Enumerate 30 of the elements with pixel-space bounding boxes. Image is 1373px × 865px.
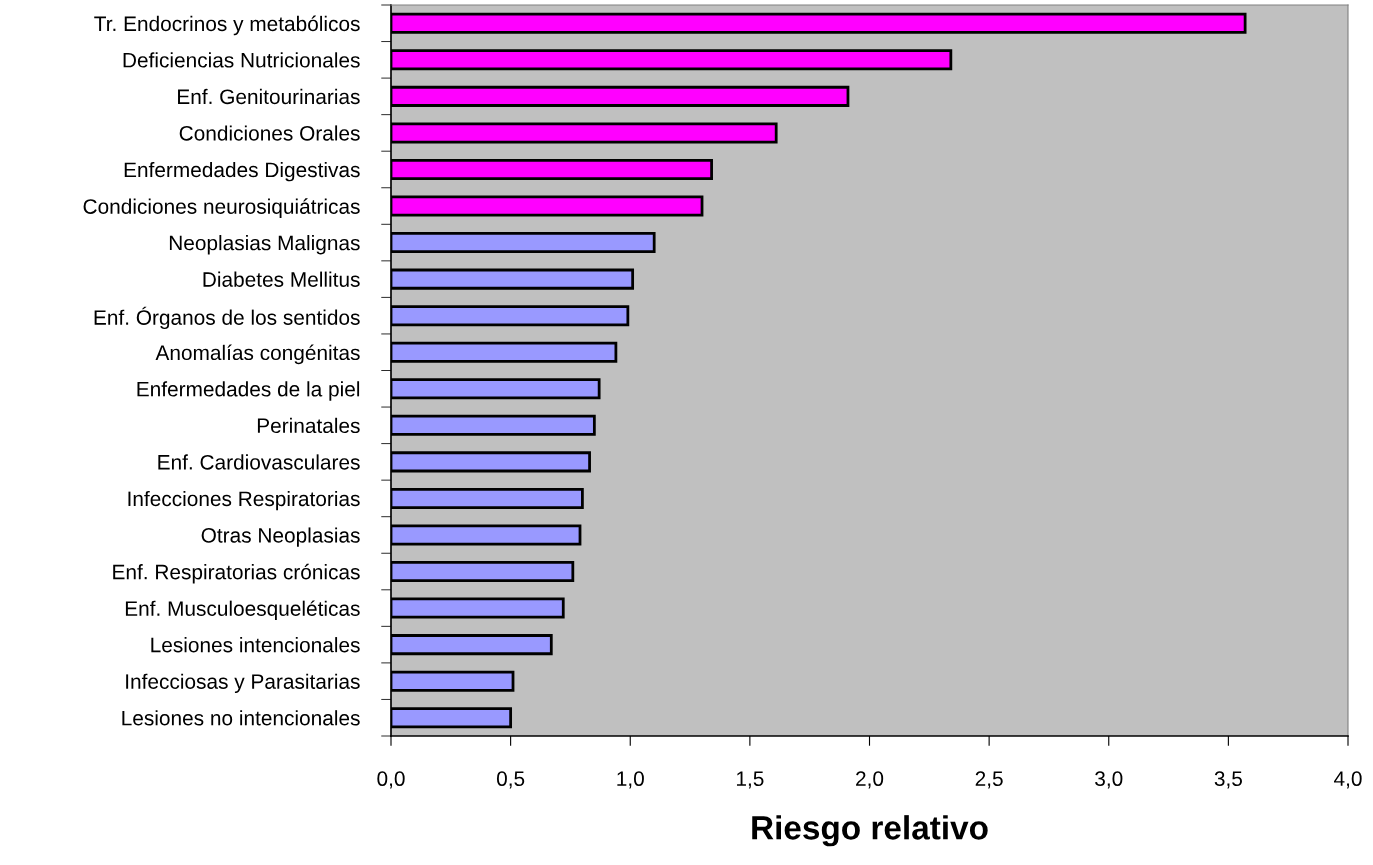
- y-tick-label: Enfermedades Digestivas: [124, 161, 360, 182]
- y-tick-label: Enf. Cardiovasculares: [158, 454, 360, 470]
- y-tick-label: Enf. Musculoesqueléticas: [125, 600, 360, 621]
- x-tick-label: 0,0: [377, 771, 405, 789]
- x-tick-label: 3,5: [1214, 771, 1242, 789]
- y-tick-label: Diabetes Mellitus: [203, 271, 360, 287]
- x-tick-label: 4,0: [1334, 771, 1362, 789]
- y-tick-label: Condiciones Orales: [179, 125, 360, 141]
- x-tick-label: 2,5: [975, 771, 1003, 789]
- x-tick-label: 0,5: [496, 771, 525, 789]
- y-tick-label: Anomalías congénitas: [155, 344, 360, 365]
- y-tick-label: Enfermedades de la piel: [137, 381, 360, 401]
- y-tick-label: Enf. Órganos de los sentidos: [94, 306, 360, 330]
- x-tick-label: 1,5: [736, 771, 764, 789]
- y-tick-label: Infecciones Respiratorias: [128, 490, 360, 511]
- y-tick-label: Infecciosas y Parasitarias: [126, 673, 360, 694]
- y-tick-label: Perinatales: [257, 417, 360, 434]
- x-tick-label: 1,0: [617, 771, 644, 789]
- y-tick-label: Lesiones intencionales: [151, 637, 360, 653]
- y-tick-label: Lesiones no intencionales: [122, 710, 360, 726]
- x-tick-label: 3,0: [1095, 771, 1123, 789]
- y-tick-label: Otras Neoplasias: [201, 527, 360, 547]
- x-tick-label: 2,0: [856, 771, 884, 789]
- y-tick-label: Deficiencias Nutricionales: [123, 52, 360, 68]
- y-tick-label: Enf. Respiratorias crónicas: [113, 563, 360, 584]
- y-tick-label: Enf. Genitourinarias: [178, 88, 360, 105]
- y-tick-label: Tr. Endocrinos y metabólicos: [94, 15, 360, 36]
- x-axis-title: Riesgo relativo: [752, 815, 988, 847]
- y-tick-label: Condiciones neurosiquiátricas: [83, 198, 360, 219]
- y-tick-label: Neoplasias Malignas: [169, 235, 360, 255]
